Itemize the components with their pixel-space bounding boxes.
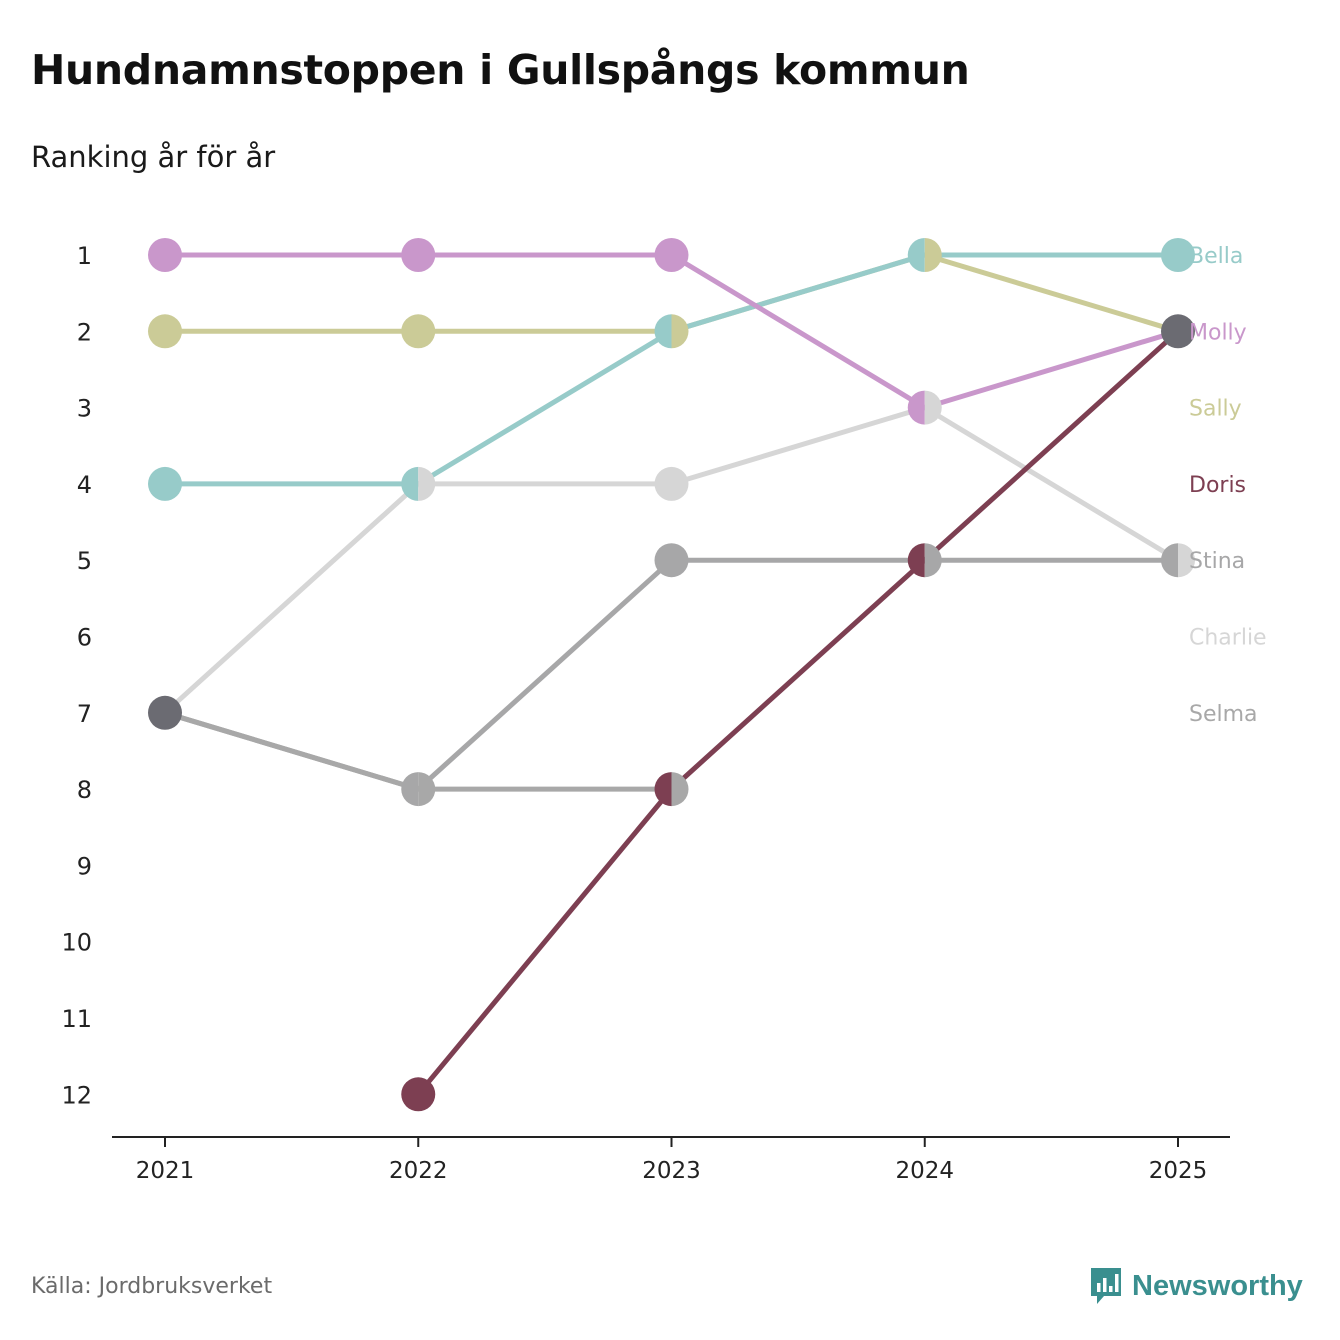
point-sally-2024 <box>924 238 942 272</box>
point-charlie-2024 <box>924 390 942 425</box>
x-tick-label: 2025 <box>1149 1158 1208 1184</box>
point-sally-2022 <box>401 314 436 349</box>
point-sally-2023 <box>671 314 689 349</box>
chart-speech-bubble-icon <box>1091 1268 1121 1304</box>
point-bella-2023 <box>654 314 672 349</box>
chart-subtitle: Ranking år för år <box>31 140 276 174</box>
y-tick-label: 9 <box>77 852 92 880</box>
point-stina-charlie-selma-2021 <box>148 695 182 730</box>
y-tick-label: 7 <box>77 700 92 728</box>
point-molly-2022 <box>401 238 436 272</box>
point-bella-2022 <box>401 466 419 501</box>
point-molly-2024 <box>907 390 925 425</box>
point-stina-2023 <box>654 543 689 578</box>
point-doris-2024 <box>907 543 925 578</box>
chart-title: Hundnamnstoppen i Gullspångs kommun <box>31 46 970 94</box>
point-bella-2025 <box>1161 238 1195 272</box>
point-molly-2021 <box>148 238 182 272</box>
y-tick-label: 3 <box>77 395 92 423</box>
brand-name: Newsworthy <box>1132 1269 1303 1302</box>
x-tick-label: 2022 <box>389 1158 448 1184</box>
point-stina-2022 <box>401 772 419 807</box>
series-label-charlie: Charlie <box>1189 626 1267 651</box>
point-stina-2024 <box>924 543 942 578</box>
x-tick-label: 2023 <box>642 1158 701 1184</box>
point-selma-2023 <box>671 772 689 807</box>
y-tick-label: 1 <box>77 242 92 270</box>
point-charlie-2023 <box>654 466 689 501</box>
series-line-bella <box>162 252 1181 487</box>
point-stina-2025 <box>1161 543 1178 578</box>
series-line-stina <box>162 557 1181 792</box>
point-bella-2021 <box>148 466 182 501</box>
series-labels: Bella Molly Sally Doris Stina Charlie Selma <box>1189 244 1267 727</box>
y-tick-label: 11 <box>61 1005 92 1033</box>
x-tick-label: 2021 <box>136 1158 195 1184</box>
brand-logo: Newsworthy <box>1088 1264 1303 1308</box>
series-label-bella: Bella <box>1189 244 1243 269</box>
series-label-selma: Selma <box>1189 702 1258 727</box>
series-label-stina: Stina <box>1189 549 1245 574</box>
point-selma-2022 <box>418 772 436 807</box>
series-label-sally: Sally <box>1189 397 1242 422</box>
y-tick-label: 4 <box>77 471 92 499</box>
series-label-doris: Doris <box>1189 473 1246 498</box>
y-tick-label: 2 <box>77 318 92 346</box>
x-tick-label: 2024 <box>895 1158 954 1184</box>
y-tick-label: 10 <box>61 929 92 957</box>
x-axis: 2021 2022 2023 2024 2025 <box>112 1136 1230 1184</box>
series-label-molly: Molly <box>1189 320 1247 345</box>
y-tick-label: 6 <box>77 624 92 652</box>
source-note: Källa: Jordbruksverket <box>31 1274 273 1299</box>
point-bella-2024 <box>907 238 925 272</box>
point-doris-2023 <box>654 772 672 807</box>
point-charlie-2025 <box>1178 543 1195 578</box>
point-doris-2022 <box>401 1077 436 1112</box>
y-tick-label: 8 <box>77 776 92 804</box>
point-sally-2021 <box>148 314 182 349</box>
y-tick-label: 12 <box>61 1081 92 1109</box>
point-charlie-2022 <box>418 466 436 501</box>
series-points <box>148 238 1195 1112</box>
series-line-doris <box>415 328 1181 1097</box>
series-lines <box>162 252 1181 1097</box>
y-tick-label: 5 <box>77 547 92 575</box>
point-molly-2023 <box>654 238 689 272</box>
point-molly-sally-doris-2025 <box>1161 314 1195 349</box>
